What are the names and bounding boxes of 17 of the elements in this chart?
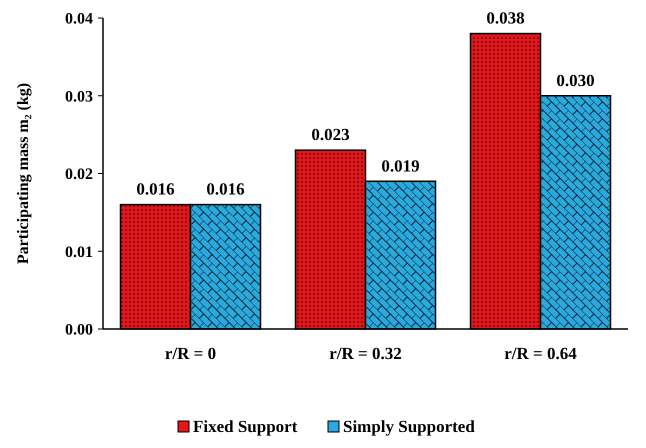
y-axis-title: Participating mass m₂ (kg) [15, 82, 32, 264]
data-label: 0.038 [486, 8, 525, 28]
legend-label: Fixed Support [193, 417, 298, 436]
legend-label: Simply Supported [343, 417, 476, 436]
y-tick-label: 0.01 [65, 244, 93, 261]
y-tick-label: 0.02 [65, 166, 93, 184]
y-tick-label: 0.00 [65, 322, 93, 339]
data-label: 0.019 [381, 156, 420, 176]
data-label: 0.016 [136, 180, 175, 199]
data-label: 0.016 [206, 180, 245, 199]
x-tick-label: r/R = 0.64 [504, 344, 578, 363]
x-tick-label: r/R = 0 [164, 344, 216, 363]
y-tick-label: 0.03 [65, 88, 93, 106]
data-label: 0.023 [311, 125, 350, 144]
data-label: 0.030 [556, 70, 595, 90]
y-tick-label: 0.04 [65, 10, 93, 28]
x-tick-label: r/R = 0.32 [329, 344, 402, 363]
